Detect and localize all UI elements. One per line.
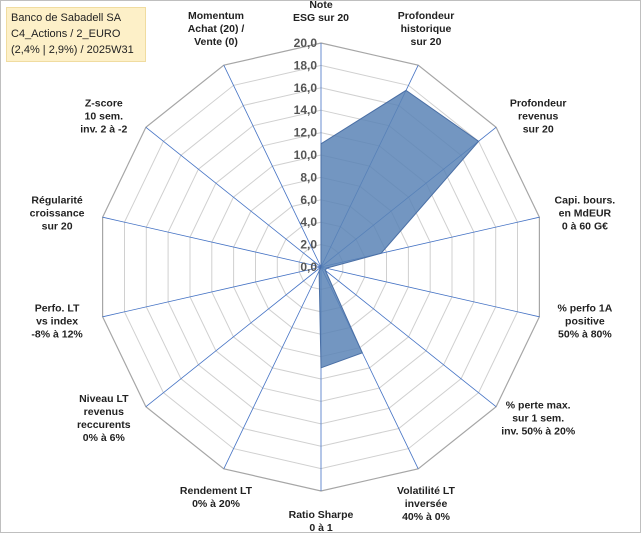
radar-spoke [223, 266, 322, 469]
radar-spoke [320, 266, 497, 408]
axis-label: Z-score 10 sem. inv. 2 à -2 [80, 98, 127, 136]
axis-label: Note ESG sur 20 [293, 0, 349, 24]
axis-label: Régularité croissance sur 20 [30, 195, 85, 233]
radar-spoke [102, 216, 322, 268]
tick-label: 14,0 [294, 103, 318, 117]
axis-labels: Note ESG sur 20 Profondeur historique sur 20… [30, 0, 616, 533]
radar-spoke [145, 266, 322, 408]
axis-label: Ratio Sharpe 0 à 1 [289, 509, 354, 533]
radar-spoke [320, 266, 540, 318]
radar-series [318, 89, 480, 369]
tick-label: 16,0 [294, 81, 318, 95]
tick-label: 20,0 [294, 36, 318, 50]
security-stats: (2,4% | 2,9%) / 2025W31 [11, 44, 134, 56]
security-category: C4_Actions / 2_EURO [11, 28, 121, 40]
tick-label: 12,0 [294, 126, 318, 140]
security-info-box: Banco de Sabadell SA C4_Actions / 2_EURO… [6, 7, 146, 62]
tick-label: 6,0 [300, 193, 317, 207]
axis-label: Rendement LT 0% à 20% [180, 485, 253, 510]
tick-label: 10,0 [294, 148, 318, 162]
tick-label: 2,0 [300, 238, 317, 252]
tick-label: 18,0 [294, 58, 318, 72]
axis-label: % perte max. sur 1 sem. inv. 50% à 20% [501, 399, 576, 437]
series-area [318, 89, 480, 369]
axis-label: Momentum Achat (20) / Vente (0) [188, 10, 245, 48]
tick-label: 8,0 [300, 170, 317, 184]
radar-spoke [223, 65, 322, 268]
axis-label: Niveau LT revenus reccurents 0% à 6% [77, 393, 131, 444]
axis-label: % perfo 1A positive 50% à 80% [557, 302, 612, 340]
radar-spoke [102, 266, 322, 318]
axis-label: Volatilité LT inversée 40% à 0% [397, 485, 456, 523]
radial-tick-labels: 0,0 2,0 4,0 6,0 8,0 10,0 12,0 14,0 16,0 18,0 20,0 [294, 36, 318, 274]
tick-label: 0,0 [300, 260, 317, 274]
axis-label: Perfo. LT vs index -8% à 12% [31, 302, 83, 340]
axis-label: Profondeur historique sur 20 [398, 10, 455, 48]
radar-spoke [145, 126, 322, 268]
security-name: Banco de Sabadell SA [11, 12, 122, 24]
axis-label: Profondeur revenus sur 20 [510, 98, 567, 136]
tick-label: 4,0 [300, 215, 317, 229]
axis-label: Capi. bours. en MdEUR 0 à 60 G€ [555, 195, 616, 233]
